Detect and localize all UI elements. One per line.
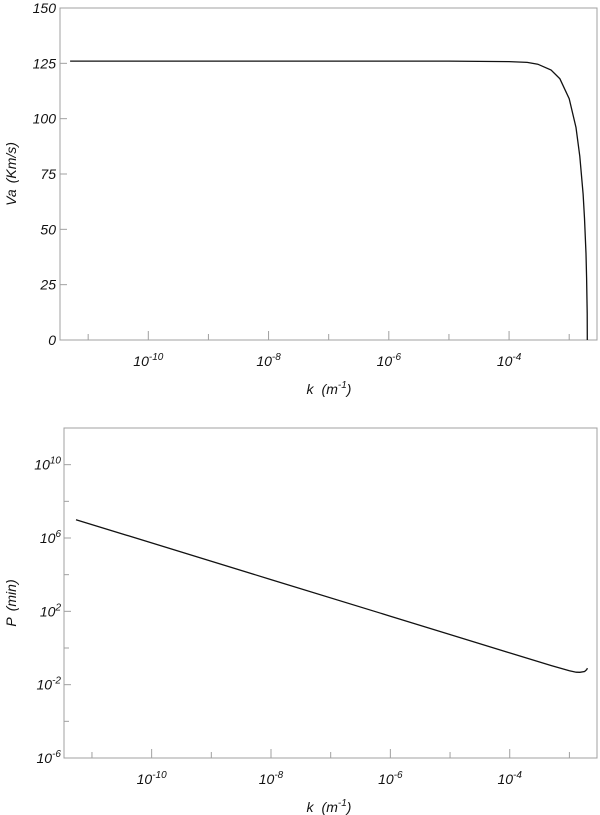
- x-tick-label: 10-10: [137, 770, 167, 787]
- y-tick-label: 0: [48, 332, 56, 348]
- y-tick-label: 10-2: [37, 676, 62, 693]
- y-axis-label: P(min): [3, 579, 19, 626]
- plot-frame: [63, 427, 598, 759]
- plot-frame: [59, 7, 598, 341]
- x-tick-label: 10-10: [133, 352, 163, 369]
- data-series-line: [70, 60, 588, 341]
- x-tick-label: 10-8: [259, 770, 284, 787]
- y-tick-label: 125: [33, 55, 57, 71]
- y-tick-label: 10-6: [37, 749, 62, 766]
- y-tick-label: 106: [40, 529, 62, 546]
- x-axis-label: k (m-1): [307, 380, 352, 397]
- x-tick-label: 10-6: [378, 770, 403, 787]
- x-tick-label: 10-4: [497, 352, 522, 369]
- y-tick-label: 100: [33, 111, 57, 127]
- y-axis-label: Va(Km/s): [3, 142, 19, 206]
- x-axis-label: k (m-1): [307, 798, 352, 815]
- y-tick-label: 102: [40, 602, 62, 619]
- x-tick-label: 10-6: [377, 352, 402, 369]
- period-chart: 10-10 10-8 10-6 10-4 10-6 10-2 102 106 1010 k (m-1…: [3, 427, 598, 815]
- y-tick-label: 25: [39, 277, 56, 293]
- x-tick-label: 10-4: [497, 770, 522, 787]
- y-tick-label: 50: [40, 221, 56, 237]
- y-tick-label: 1010: [34, 456, 61, 473]
- y-tick-label: 75: [40, 166, 56, 182]
- y-tick-label: 150: [33, 0, 57, 16]
- x-tick-label: 10-8: [256, 352, 281, 369]
- data-series-line: [75, 519, 588, 673]
- va-chart: 10-10 10-8 10-6 10-4 0 25 50 75 100 125 150 k (m-1) V…: [3, 0, 598, 397]
